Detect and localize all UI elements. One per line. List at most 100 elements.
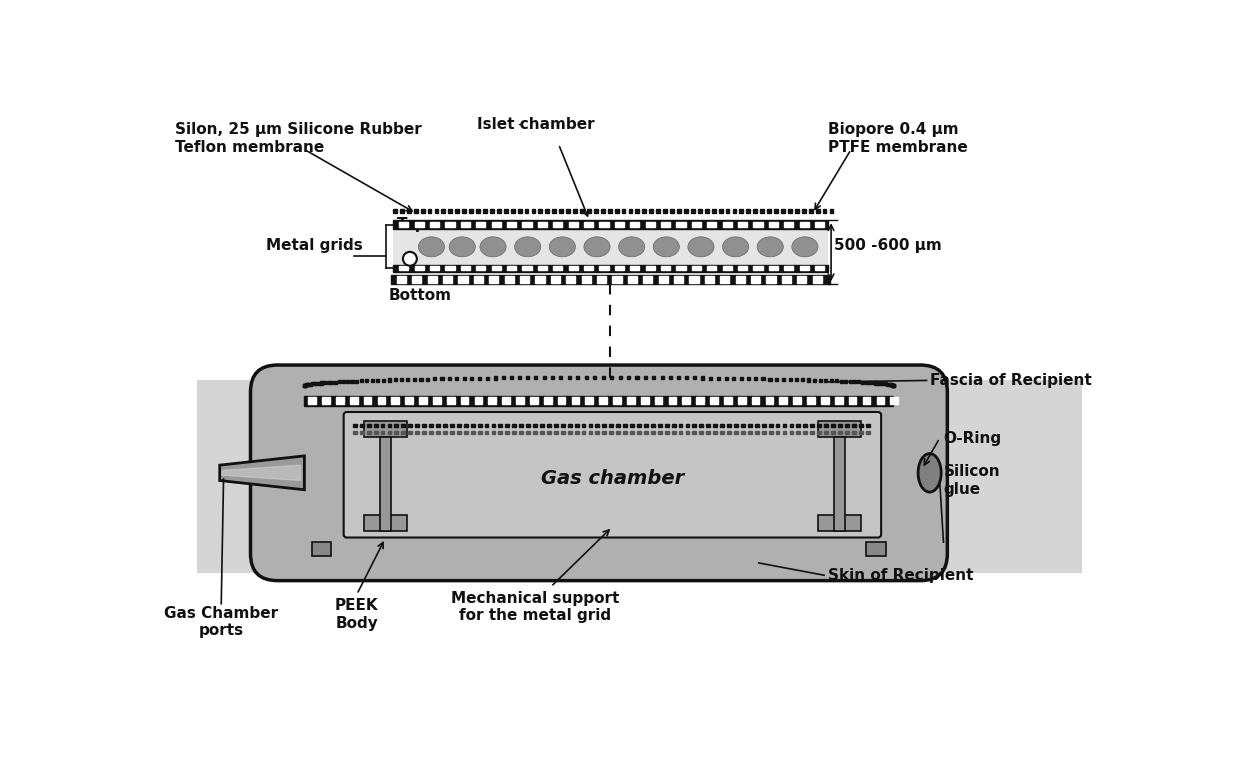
Bar: [844, 431, 849, 434]
Bar: [609, 423, 613, 426]
Bar: [507, 222, 516, 227]
Bar: [377, 397, 386, 404]
Bar: [754, 377, 758, 380]
Bar: [503, 209, 507, 213]
Text: Metal grids: Metal grids: [265, 238, 362, 253]
Bar: [461, 397, 469, 404]
Bar: [322, 397, 330, 404]
Bar: [668, 376, 672, 379]
Bar: [789, 378, 791, 381]
Bar: [554, 423, 558, 426]
Bar: [613, 277, 621, 283]
Bar: [890, 397, 898, 404]
Bar: [746, 377, 750, 380]
Bar: [490, 209, 494, 213]
Bar: [414, 209, 418, 213]
Bar: [434, 209, 439, 213]
Bar: [857, 380, 861, 384]
Bar: [784, 267, 794, 270]
Bar: [665, 431, 668, 434]
Bar: [477, 423, 481, 426]
Bar: [429, 423, 433, 426]
Bar: [304, 384, 308, 387]
Bar: [808, 209, 812, 213]
Bar: [311, 382, 314, 386]
Bar: [627, 397, 635, 404]
Bar: [630, 267, 640, 270]
Bar: [656, 209, 660, 213]
Bar: [852, 423, 856, 426]
Ellipse shape: [688, 237, 714, 257]
Bar: [547, 431, 551, 434]
Bar: [522, 267, 532, 270]
Bar: [303, 384, 306, 387]
Bar: [320, 381, 324, 384]
Bar: [822, 209, 826, 213]
Bar: [775, 377, 779, 380]
Bar: [616, 431, 620, 434]
Bar: [415, 431, 419, 434]
Bar: [599, 267, 609, 270]
Bar: [769, 423, 773, 426]
Bar: [520, 277, 529, 283]
Bar: [346, 380, 348, 383]
Bar: [701, 377, 704, 380]
Bar: [668, 397, 676, 404]
Bar: [367, 431, 371, 434]
Bar: [769, 431, 773, 434]
Bar: [686, 431, 689, 434]
Text: Gas chamber: Gas chamber: [541, 469, 684, 488]
Bar: [754, 209, 758, 213]
Bar: [491, 423, 495, 426]
Bar: [461, 267, 470, 270]
Bar: [568, 267, 578, 270]
Bar: [769, 377, 771, 380]
Bar: [484, 209, 487, 213]
Bar: [892, 384, 895, 387]
Bar: [449, 209, 453, 213]
Bar: [800, 267, 808, 270]
Bar: [470, 377, 474, 380]
Bar: [658, 423, 662, 426]
Bar: [510, 377, 512, 380]
Bar: [407, 378, 409, 381]
Bar: [601, 209, 605, 213]
Text: Fascia of Recipient: Fascia of Recipient: [930, 373, 1091, 388]
Bar: [363, 515, 407, 530]
Bar: [781, 277, 791, 283]
Bar: [520, 431, 523, 434]
Bar: [381, 431, 384, 434]
Bar: [689, 277, 698, 283]
Bar: [746, 209, 750, 213]
Bar: [859, 423, 863, 426]
Bar: [624, 423, 627, 426]
Bar: [641, 397, 649, 404]
Bar: [393, 265, 828, 272]
Bar: [719, 209, 723, 213]
Bar: [849, 380, 852, 383]
Bar: [790, 423, 794, 426]
Bar: [890, 384, 894, 387]
Bar: [399, 378, 403, 381]
Bar: [363, 421, 407, 437]
Bar: [866, 423, 869, 426]
Bar: [884, 382, 887, 386]
Bar: [616, 423, 620, 426]
Bar: [497, 209, 501, 213]
Bar: [476, 209, 480, 213]
Bar: [541, 423, 544, 426]
Bar: [560, 431, 564, 434]
Bar: [399, 267, 408, 270]
Bar: [621, 209, 625, 213]
Text: Mechanical support
for the metal grid: Mechanical support for the metal grid: [451, 591, 620, 623]
Bar: [464, 423, 467, 426]
Bar: [815, 222, 825, 227]
Bar: [651, 423, 655, 426]
Bar: [584, 376, 588, 379]
Bar: [704, 209, 708, 213]
Bar: [795, 209, 799, 213]
Bar: [507, 267, 516, 270]
Bar: [558, 397, 565, 404]
Bar: [485, 431, 489, 434]
Bar: [443, 431, 446, 434]
